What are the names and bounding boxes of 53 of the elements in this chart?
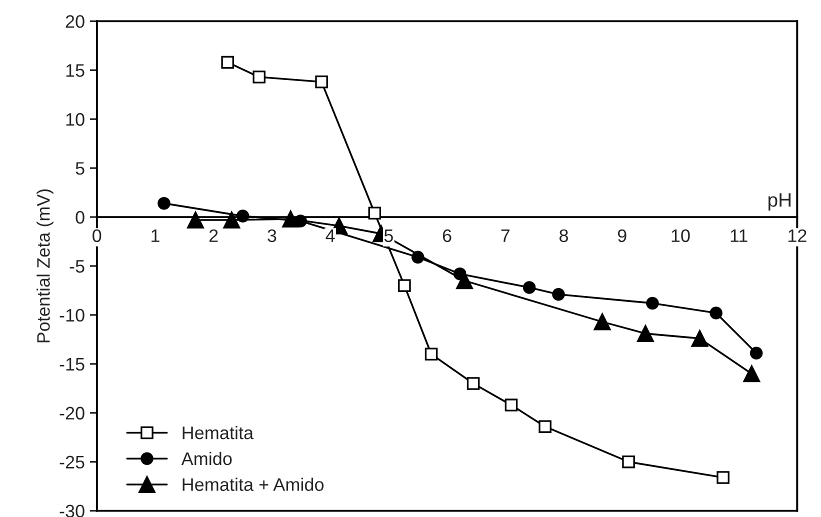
x-tick-label: 10 (672, 229, 690, 242)
point (504, 398, 518, 412)
point (552, 288, 565, 301)
y-tick-label: 15 (66, 64, 84, 77)
x-tick-label: 7 (501, 230, 510, 242)
y-tick-label: 10 (66, 113, 84, 126)
y-tick-label: -5 (70, 260, 84, 273)
point (315, 76, 328, 88)
y-tick-label: 0 (76, 210, 84, 224)
point (398, 279, 411, 292)
y-tick-label: 5 (76, 162, 84, 175)
point (187, 212, 204, 228)
x-tick-label: 3 (268, 229, 276, 242)
point (158, 196, 170, 210)
point (221, 56, 234, 69)
y-tick-label: -25 (60, 456, 84, 469)
x-tick-label: 12 (788, 229, 806, 242)
x-tick-label: 5 (384, 230, 393, 242)
legend-label: Hematita (182, 426, 254, 440)
point (594, 313, 611, 330)
x-axis-title: pH (768, 193, 791, 211)
point (456, 272, 474, 290)
point (622, 455, 635, 468)
point (538, 420, 552, 433)
x-tick-label: 0 (92, 229, 102, 242)
x-tick-label: 11 (730, 230, 748, 242)
x-tick-label: 4 (326, 230, 335, 242)
y-tick-label: 20 (66, 15, 84, 28)
legend-label: Amido (181, 452, 232, 466)
point (282, 210, 300, 228)
point (716, 471, 730, 484)
x-tick-label: 9 (618, 229, 626, 242)
y-tick-label: -10 (60, 308, 84, 322)
x-tick-label: 1 (152, 230, 160, 242)
point (466, 377, 480, 390)
x-tick-label: 8 (560, 229, 568, 242)
legend-label: Hematita + Amido (182, 478, 324, 491)
point (223, 212, 240, 228)
point (646, 296, 659, 310)
y-axis-title: Potential Zeta (mV) (36, 189, 54, 342)
point (522, 281, 536, 294)
x-tick-label: 6 (442, 229, 452, 242)
point (710, 306, 722, 320)
point (424, 348, 438, 361)
y-tick-label: -20 (60, 406, 84, 420)
x-tick-label: 2 (209, 229, 218, 242)
point (368, 206, 382, 220)
point (691, 330, 708, 347)
y-tick-label: -15 (60, 358, 84, 371)
point (252, 70, 266, 84)
point (750, 346, 763, 360)
point (743, 365, 760, 382)
point (636, 325, 654, 342)
